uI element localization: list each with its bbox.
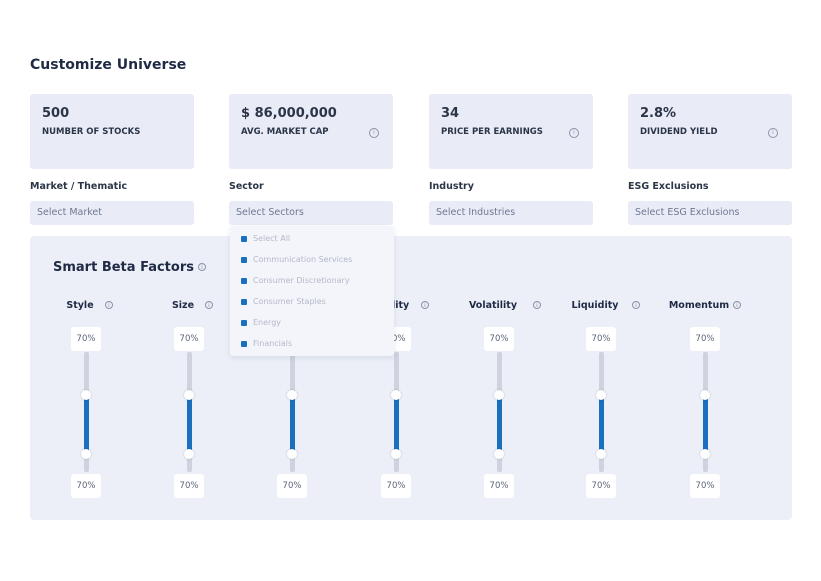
filter-label: Market / Thematic — [30, 181, 128, 192]
slider-handle[interactable] — [184, 449, 194, 459]
slider-range — [598, 396, 604, 454]
factor-name: Momentum — [668, 300, 730, 311]
dropdown-option[interactable]: Communication Services — [241, 255, 352, 264]
stat-label: AVG. MARKET CAP — [241, 127, 329, 137]
factor-name: Volatility — [468, 300, 518, 311]
stat-value: 2.8% — [640, 106, 677, 121]
checkbox[interactable] — [241, 277, 247, 284]
option-label: Consumer Staples — [253, 297, 326, 306]
info-icon[interactable]: i — [105, 301, 113, 309]
stat-label: NUMBER OF STOCKS — [42, 127, 141, 137]
slider-handle[interactable] — [184, 390, 194, 400]
stat-value: $ 86,000,000 — [241, 106, 337, 121]
option-label: Financials — [253, 339, 293, 348]
slider-bottom-value: 70% — [277, 474, 307, 498]
filter-select[interactable]: Select Sectors — [229, 201, 393, 225]
factor-name: Size — [171, 300, 195, 311]
slider-top-value: 70% — [174, 327, 204, 351]
slider-range — [496, 396, 502, 454]
slider-bottom-value: 70% — [381, 474, 411, 498]
checkbox[interactable] — [241, 298, 247, 305]
slider-handle[interactable] — [700, 390, 710, 400]
stat-label: DIVIDEND YIELD — [640, 127, 718, 137]
dropdown-option[interactable]: Consumer Discretionary — [241, 276, 350, 285]
dropdown-option[interactable]: Consumer Staples — [241, 297, 326, 306]
slider-handle[interactable] — [700, 449, 710, 459]
checkbox[interactable] — [241, 340, 247, 347]
filter-label: Industry — [429, 181, 474, 192]
stat-card: 500 NUMBER OF STOCKS — [30, 94, 194, 169]
slider-handle[interactable] — [391, 390, 401, 400]
stat-card: $ 86,000,000 AVG. MARKET CAP i — [229, 94, 393, 169]
info-icon[interactable]: i — [768, 128, 778, 138]
dropdown-option[interactable]: Energy — [241, 318, 281, 327]
slider-handle[interactable] — [596, 449, 606, 459]
slider-bottom-value: 70% — [484, 474, 514, 498]
info-icon[interactable]: i — [533, 301, 541, 309]
factor-name: Style — [66, 300, 94, 311]
slider-bottom-value: 70% — [690, 474, 720, 498]
smart-beta-panel — [30, 236, 792, 520]
slider-bottom-value: 70% — [71, 474, 101, 498]
sector-dropdown: Select All Communication Services Consumer… — [230, 226, 394, 356]
dropdown-option[interactable]: Financials — [241, 339, 292, 348]
slider-handle[interactable] — [81, 449, 91, 459]
checkbox[interactable] — [241, 256, 247, 263]
slider-handle[interactable] — [287, 449, 297, 459]
slider-range — [83, 396, 89, 454]
info-icon[interactable]: i — [733, 301, 741, 309]
info-icon[interactable]: i — [369, 128, 379, 138]
stat-label: PRICE PER EARNINGS — [441, 127, 543, 137]
info-icon[interactable]: i — [421, 301, 429, 309]
filter-select[interactable]: Select ESG Exclusions — [628, 201, 792, 225]
filter-select[interactable]: Select Industries — [429, 201, 593, 225]
slider-top-value: 70% — [71, 327, 101, 351]
slider-handle[interactable] — [391, 449, 401, 459]
option-label: Select All — [253, 234, 291, 243]
checkbox[interactable] — [241, 319, 247, 326]
slider-top-value: 70% — [484, 327, 514, 351]
info-icon[interactable]: i — [632, 301, 640, 309]
slider-range — [393, 396, 399, 454]
slider-range — [702, 396, 708, 454]
stat-value: 34 — [441, 106, 460, 121]
option-label: Communication Services — [253, 255, 353, 264]
slider-top-value: 70% — [586, 327, 616, 351]
slider-handle[interactable] — [494, 390, 504, 400]
info-icon[interactable]: i — [205, 301, 213, 309]
option-label: Consumer Discretionary — [253, 276, 350, 285]
factor-name: Liquidity — [571, 300, 619, 311]
slider-handle[interactable] — [596, 390, 606, 400]
slider-handle[interactable] — [287, 390, 297, 400]
stat-card: 34 PRICE PER EARNINGS i — [429, 94, 593, 169]
checkbox[interactable] — [241, 235, 247, 242]
slider-range — [186, 396, 192, 454]
slider-top-value: 70% — [690, 327, 720, 351]
slider-bottom-value: 70% — [586, 474, 616, 498]
filter-label: Sector — [229, 181, 264, 192]
info-icon[interactable]: i — [569, 128, 579, 138]
slider-handle[interactable] — [494, 449, 504, 459]
section-title: Smart Beta Factors — [53, 260, 194, 275]
stat-card: 2.8% DIVIDEND YIELD i — [628, 94, 792, 169]
page-title: Customize Universe — [30, 57, 187, 73]
slider-range — [289, 396, 295, 454]
filter-label: ESG Exclusions — [628, 181, 709, 192]
info-icon[interactable]: i — [198, 263, 206, 271]
slider-handle[interactable] — [81, 390, 91, 400]
slider-bottom-value: 70% — [174, 474, 204, 498]
option-label: Energy — [253, 318, 282, 327]
filter-select[interactable]: Select Market — [30, 201, 194, 225]
stat-value: 500 — [42, 106, 70, 121]
dropdown-option[interactable]: Select All — [241, 234, 290, 243]
